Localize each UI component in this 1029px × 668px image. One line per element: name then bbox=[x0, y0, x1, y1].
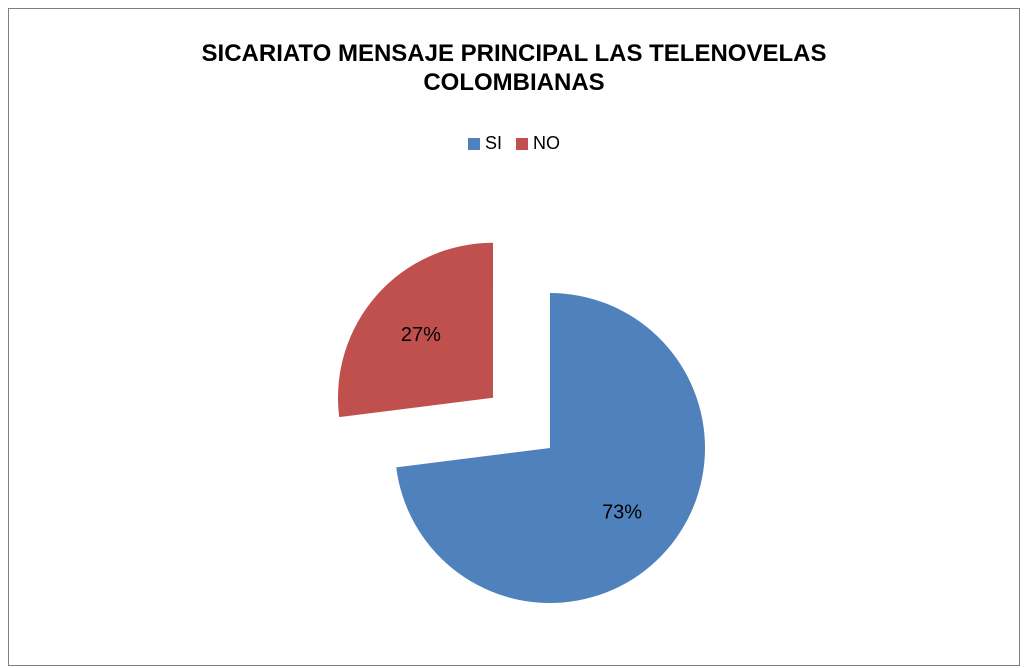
legend-swatch-si bbox=[467, 137, 480, 150]
chart-legend: SI NO bbox=[9, 133, 1019, 154]
chart-area: SICARIATO MENSAJE PRINCIPAL LAS TELENOVE… bbox=[8, 8, 1020, 666]
legend-swatch-no bbox=[516, 137, 528, 150]
legend-label-si: SI bbox=[484, 133, 502, 153]
chart-title-line-2: COLOMBIANAS bbox=[423, 69, 605, 96]
data-label-no: 27% bbox=[401, 324, 441, 346]
chart-title-line-1: SICARIATO MENSAJE PRINCIPAL LAS TELENOVE… bbox=[201, 40, 827, 67]
pie-slice-si bbox=[396, 293, 705, 603]
legend-label-no: NO bbox=[533, 133, 560, 153]
data-label-si: 73% bbox=[602, 502, 642, 524]
pie-chart: 73% 27% bbox=[337, 242, 705, 603]
chart-title: SICARIATO MENSAJE PRINCIPAL LAS TELENOVE… bbox=[9, 39, 1019, 97]
legend-item-si: SI bbox=[467, 133, 502, 154]
legend-item-no: NO bbox=[516, 133, 560, 154]
pie-slice-no bbox=[337, 242, 493, 418]
